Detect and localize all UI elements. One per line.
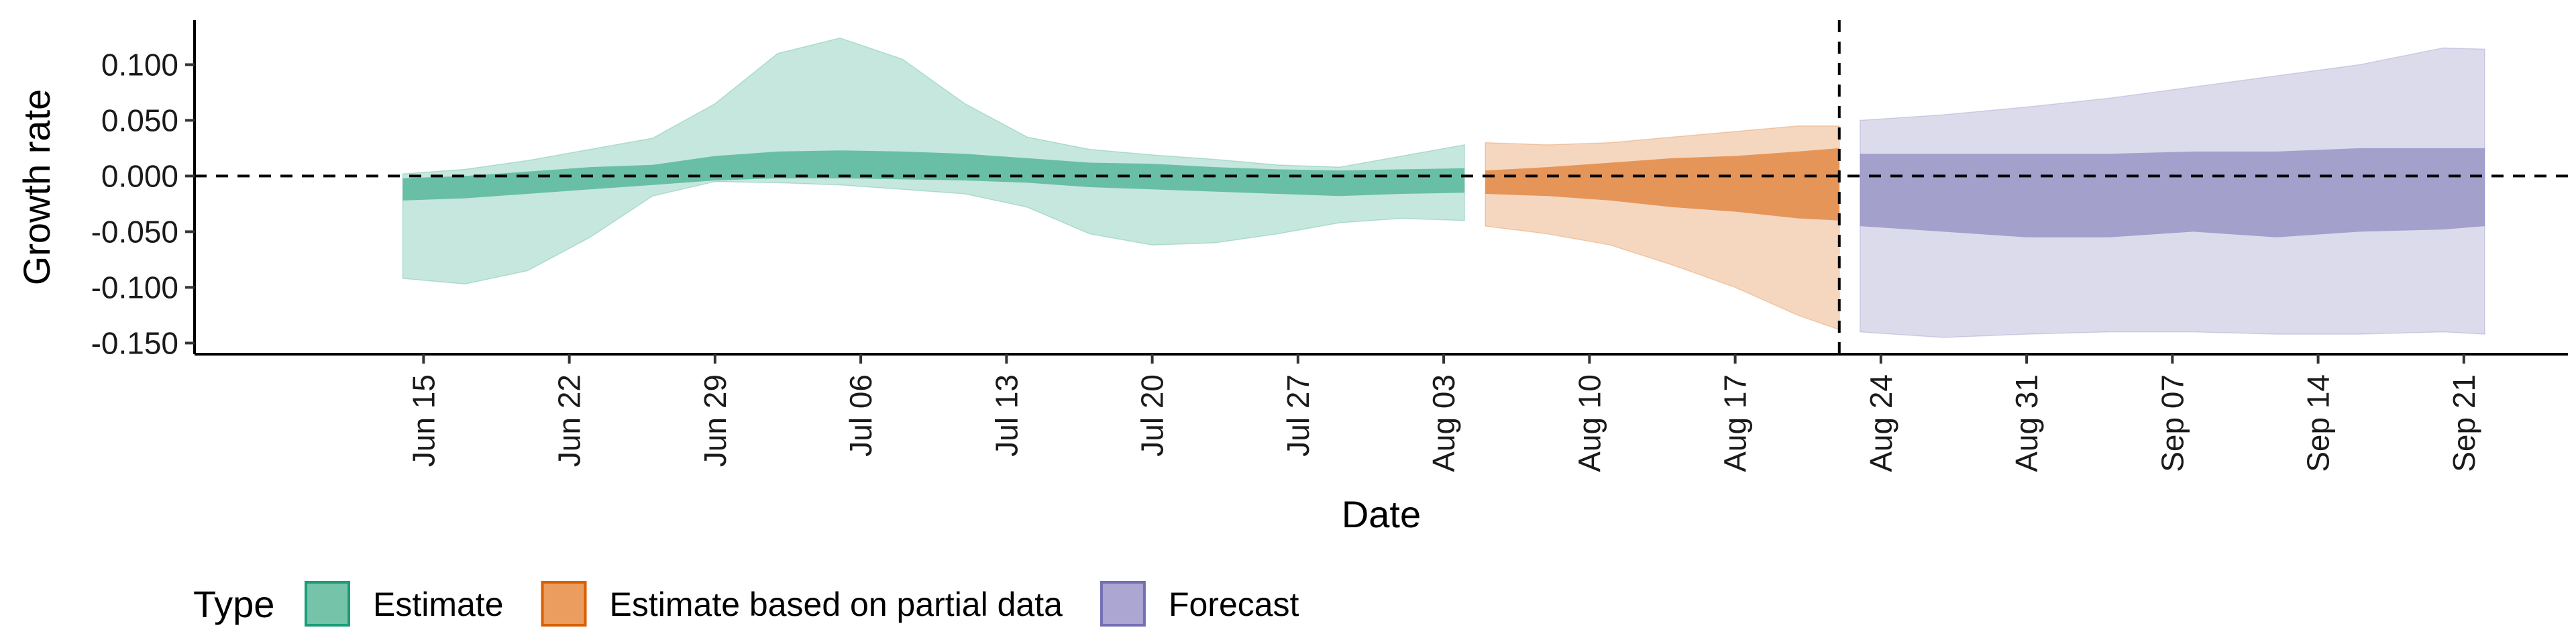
- x-tick-label: Jul 13: [989, 374, 1024, 457]
- x-tick-label: Sep 21: [2447, 374, 2481, 472]
- x-tick-label: Jul 20: [1135, 374, 1170, 457]
- band-inner-estimate-based-on-partial-data: [1485, 148, 1839, 221]
- x-tick-label: Aug 31: [2009, 374, 2044, 472]
- x-axis-title: Date: [1342, 493, 1421, 535]
- legend: Type Estimate Estimate based on partial d…: [193, 581, 1299, 627]
- x-tick-label: Sep 14: [2301, 374, 2336, 472]
- x-tick-label: Aug 10: [1572, 374, 1607, 472]
- legend-label-3: Forecast: [1169, 586, 1299, 623]
- y-tick-label: -0.100: [91, 270, 178, 305]
- y-tick-label: 0.100: [101, 47, 178, 82]
- x-tick-label: Aug 03: [1426, 374, 1461, 472]
- legend-label-1: Estimate: [373, 586, 504, 623]
- y-tick-label: -0.050: [91, 214, 178, 249]
- legend-key-3: [1099, 581, 1146, 627]
- y-tick-label: 0.000: [101, 158, 178, 193]
- x-tick-label: Sep 07: [2155, 374, 2190, 472]
- x-tick-label: Jun 15: [406, 374, 441, 467]
- x-tick-label: Aug 24: [1864, 374, 1898, 472]
- y-tick-label: -0.150: [91, 325, 178, 360]
- reference-lines: [195, 20, 2568, 354]
- x-tick-label: Jun 22: [552, 374, 587, 467]
- x-tick-label: Jul 27: [1281, 374, 1316, 457]
- axes: -0.150 -0.100 -0.050 0.000 0.050 0.100 Jun 15 J…: [91, 20, 2568, 472]
- x-tick-label: Aug 17: [1718, 374, 1753, 472]
- legend-key-2: [541, 581, 587, 627]
- legend-title: Type: [193, 583, 274, 625]
- legend-key-1: [305, 581, 350, 627]
- y-axis-title: Growth rate: [15, 89, 58, 286]
- x-tick-label: Jul 06: [843, 374, 878, 457]
- y-tick-label: 0.050: [101, 103, 178, 138]
- plot-bands: [402, 37, 2485, 338]
- band-inner-forecast: [1860, 148, 2485, 237]
- x-tick-label: Jun 29: [698, 374, 733, 467]
- legend-label-2: Estimate based on partial data: [610, 586, 1063, 623]
